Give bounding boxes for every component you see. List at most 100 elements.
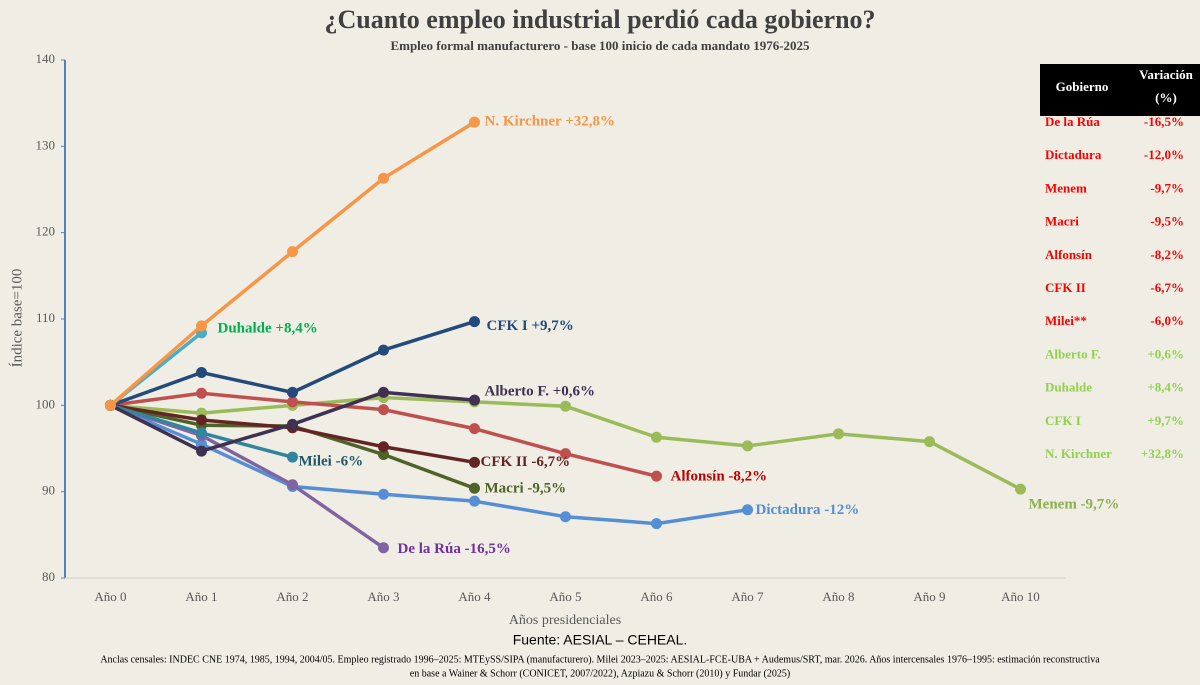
series-label: Dictadura -12% (756, 502, 860, 518)
note-line: Anclas censales: INDEC CNE 1974, 1985, 1… (100, 654, 1100, 665)
series-point (742, 504, 753, 516)
series-point (651, 431, 662, 443)
series-point (378, 172, 389, 184)
x-tick-label: Año 0 (94, 589, 126, 604)
y-tick-label: 90 (42, 483, 55, 498)
table-cell: -6,7% (1150, 280, 1184, 295)
note-line: en base a Wainer & Schorr (CONICET, 2007… (410, 668, 790, 679)
series-point (105, 399, 116, 411)
series-point (378, 386, 389, 398)
table-cell: +0,6% (1147, 346, 1184, 361)
table-header-bg (1040, 64, 1200, 116)
series-label: CFK II -6,7% (481, 454, 571, 470)
series-point (378, 344, 389, 356)
table-cell: +9,7% (1147, 413, 1184, 428)
table-cell: Alberto F. (1045, 346, 1101, 361)
series-point (378, 488, 389, 500)
x-tick-label: Año 2 (276, 589, 308, 604)
y-axis-label: Índice base=100 (8, 269, 25, 368)
series-point (924, 436, 935, 448)
x-tick-label: Año 6 (640, 589, 673, 604)
series-point (742, 440, 753, 452)
series-point (196, 445, 207, 457)
series-point (469, 495, 480, 507)
chart-title: ¿Cuanto empleo industrial perdió cada go… (324, 5, 875, 34)
table-cell: Menem (1045, 180, 1087, 195)
table-cell: -12,0% (1144, 147, 1184, 162)
series-point (196, 367, 207, 379)
y-tick-label: 80 (42, 569, 55, 584)
x-tick-label: Año 3 (367, 589, 399, 604)
series-point (378, 542, 389, 554)
table-cell: Macri (1045, 214, 1079, 229)
table-cell: Alfonsín (1045, 247, 1093, 262)
series-point (196, 414, 207, 426)
table-cell: -9,7% (1150, 180, 1184, 195)
series-point (378, 441, 389, 453)
table-cell: +32,8% (1141, 446, 1184, 461)
table-cell: De la Rúa (1045, 114, 1100, 129)
series-point (560, 448, 571, 460)
table-cell: Dictadura (1045, 147, 1102, 162)
series-point (651, 470, 662, 482)
table-cell: -9,5% (1150, 214, 1184, 229)
series-point (1015, 483, 1026, 495)
table-cell: CFK II (1045, 280, 1086, 295)
series-label: Menem -9,7% (1029, 497, 1120, 513)
table-cell: CFK I (1045, 413, 1081, 428)
table-header: Gobierno (1056, 79, 1109, 94)
series-label: Macri -9,5% (485, 481, 567, 497)
table-cell: N. Kirchner (1045, 446, 1112, 461)
x-tick-label: Año 8 (822, 589, 854, 604)
series-point (287, 386, 298, 398)
x-axis-label: Años presidenciales (509, 613, 621, 628)
table-cell: Duhalde (1045, 380, 1092, 395)
series-point (469, 116, 480, 128)
series-point (196, 320, 207, 332)
x-tick-label: Año 4 (458, 589, 491, 604)
series-point (469, 423, 480, 435)
series-label: Milei -6% (299, 454, 364, 470)
series-line (109, 403, 748, 526)
series-point (469, 482, 480, 494)
y-tick-label: 130 (36, 137, 56, 152)
table-cell: Milei** (1045, 313, 1087, 328)
series-label: CFK I +9,7% (487, 318, 574, 334)
table-cell: -6,0% (1150, 313, 1184, 328)
series-point (287, 479, 298, 491)
table-header: (%) (1155, 90, 1177, 105)
y-tick-label: 100 (36, 396, 56, 411)
series-point (287, 451, 298, 463)
series-point (287, 418, 298, 430)
y-tick-label: 120 (36, 224, 56, 239)
x-tick-label: Año 9 (913, 589, 945, 604)
series-point (833, 428, 844, 440)
series-label: Alfonsín -8,2% (671, 469, 768, 485)
series-label: De la Rúa -16,5% (398, 541, 511, 557)
series-point (560, 400, 571, 412)
series-point (378, 404, 389, 416)
series-label: Duhalde +8,4% (218, 320, 318, 336)
series-point (287, 246, 298, 258)
series-label: N. Kirchner +32,8% (485, 114, 616, 130)
series-point (469, 456, 480, 468)
series-point (469, 394, 480, 406)
y-tick-label: 110 (36, 310, 55, 325)
table-cell: -8,2% (1150, 247, 1184, 262)
series-point (378, 449, 389, 461)
series-point (287, 396, 298, 408)
series-point (196, 427, 207, 439)
source: Fuente: AESIAL – CEHEAL. (513, 632, 688, 648)
x-tick-label: Año 7 (731, 589, 764, 604)
series-point (469, 316, 480, 328)
y-tick-label: 140 (36, 51, 56, 66)
x-tick-label: Año 10 (1001, 589, 1040, 604)
series-point (560, 511, 571, 523)
table-cell: +8,4% (1147, 380, 1184, 395)
chart-subtitle: Empleo formal manufacturero - base 100 i… (390, 38, 810, 53)
table-header: Variación (1139, 67, 1193, 82)
series-point (196, 387, 207, 399)
